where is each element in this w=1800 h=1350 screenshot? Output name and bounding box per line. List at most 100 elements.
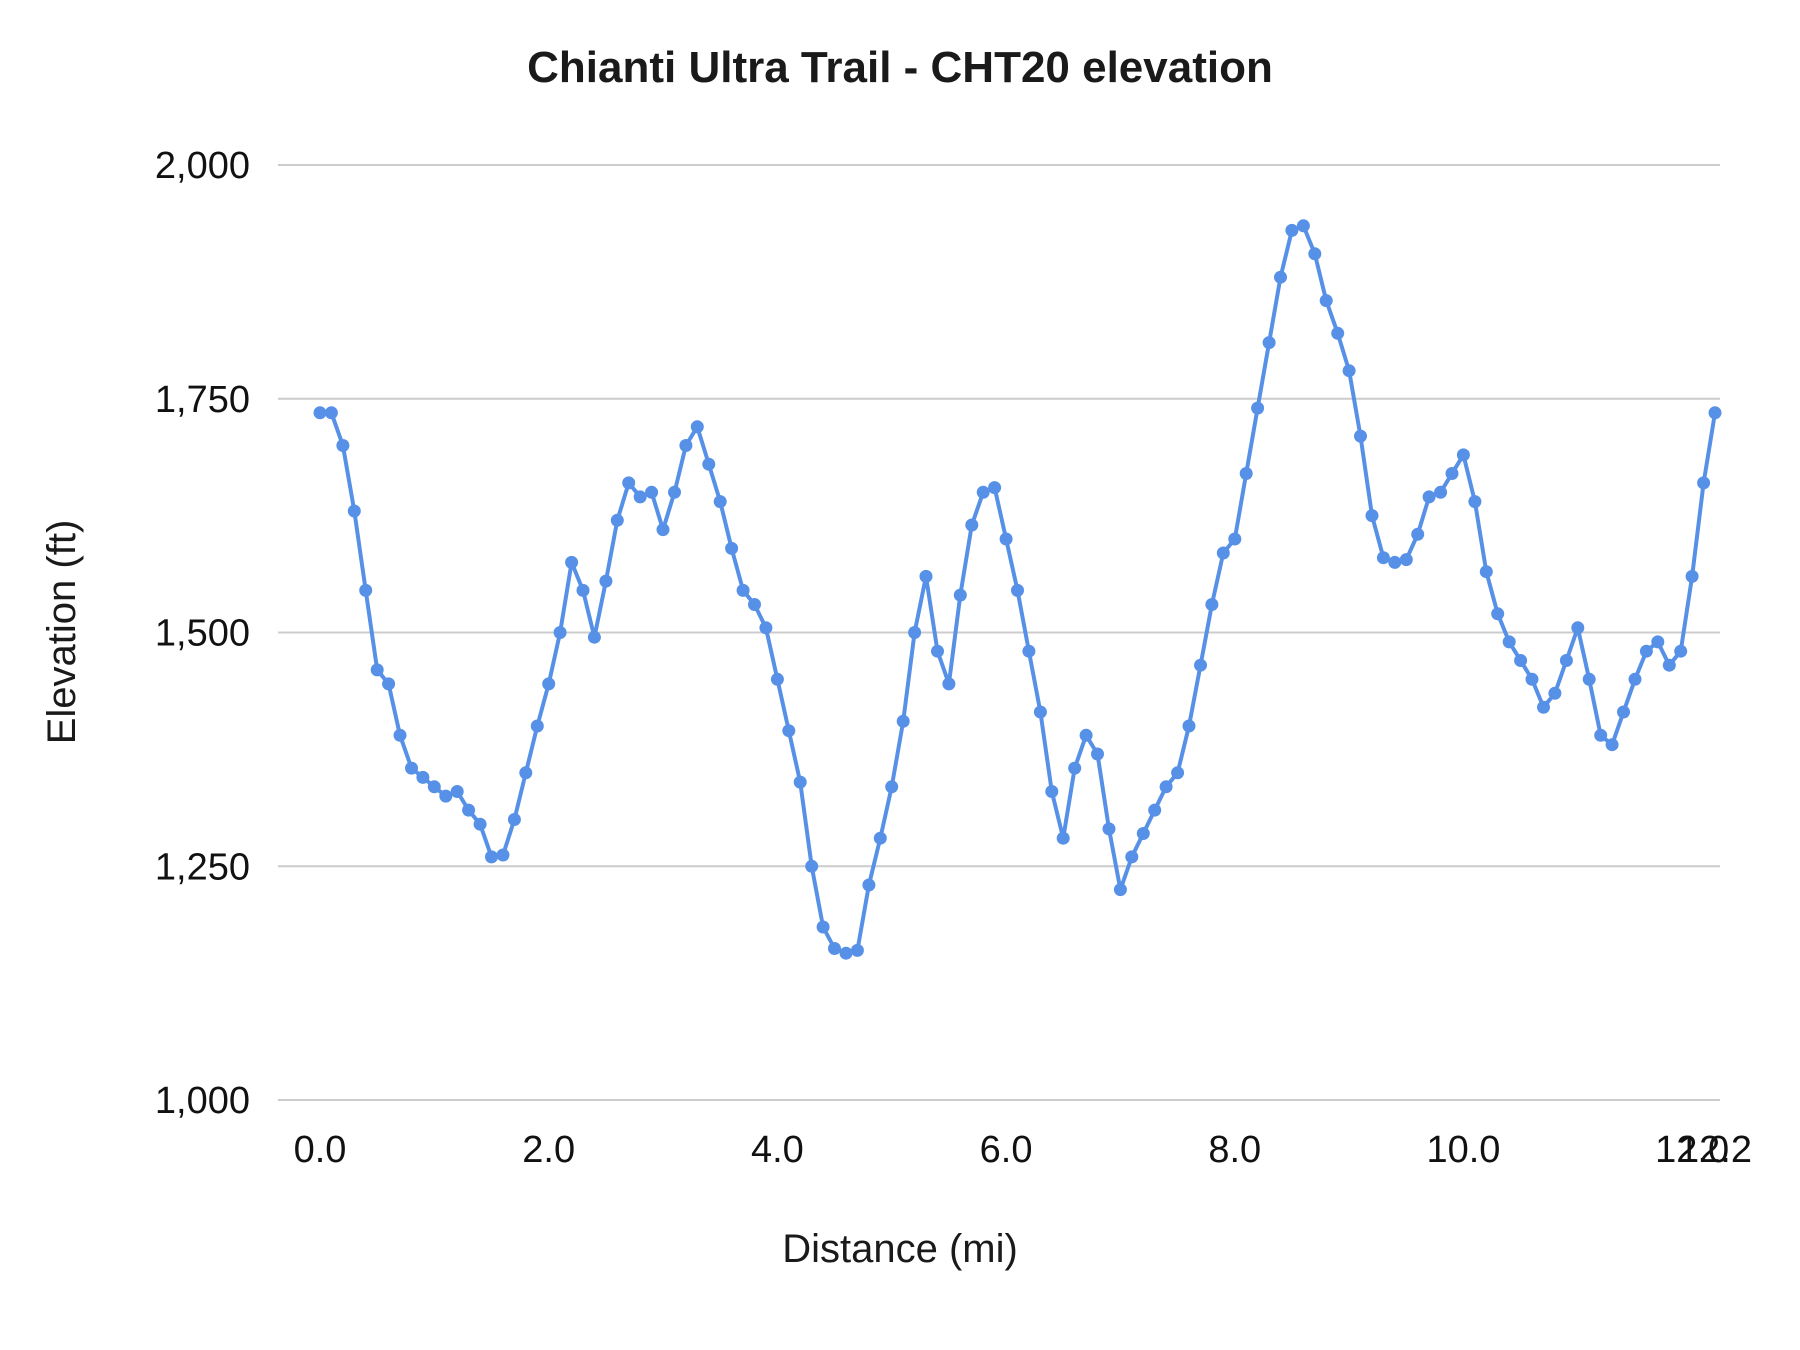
data-point [542, 677, 556, 691]
data-point [1605, 738, 1619, 752]
data-point [873, 831, 887, 845]
data-point [1125, 850, 1139, 864]
data-point [748, 598, 761, 611]
data-point [1479, 565, 1493, 579]
data-point [862, 878, 876, 892]
data-point [850, 943, 864, 957]
data-point [336, 439, 350, 452]
data-point [485, 850, 498, 864]
data-point [1537, 700, 1550, 714]
data-point [1422, 490, 1436, 504]
data-point [599, 574, 613, 588]
data-point [1068, 761, 1082, 775]
data-point [622, 476, 636, 490]
data-point [782, 724, 796, 738]
y-tick-label: 1,250 [155, 846, 250, 888]
data-point [359, 583, 373, 597]
data-point [313, 406, 327, 420]
data-point [999, 532, 1013, 546]
x-tick-label: 0.0 [294, 1129, 347, 1171]
data-point [1194, 658, 1207, 672]
data-point [1594, 728, 1608, 742]
data-point [1502, 635, 1516, 649]
data-point [885, 780, 899, 794]
data-point [1308, 247, 1322, 261]
data-point [805, 859, 819, 873]
data-point [656, 523, 670, 537]
data-point [1628, 672, 1642, 686]
data-point [1365, 509, 1379, 523]
data-point [965, 518, 979, 532]
data-point [427, 780, 441, 794]
data-point [953, 588, 967, 602]
data-point [496, 848, 510, 862]
data-point [908, 626, 922, 639]
data-point [1662, 658, 1676, 672]
y-axis-tick-labels: 1,000 1,250 1,500 1,750 2,000 [155, 145, 250, 1122]
data-point [1674, 644, 1688, 658]
data-point [1491, 607, 1505, 621]
data-point [1216, 546, 1230, 560]
data-point [1285, 223, 1299, 237]
gridlines [278, 164, 1720, 1101]
data-point [1525, 672, 1539, 686]
data-point [1639, 644, 1653, 658]
data-point [725, 541, 739, 555]
data-point [1262, 336, 1276, 350]
data-point [450, 785, 464, 798]
data-point [1571, 621, 1585, 635]
data-point [462, 803, 476, 817]
data-point [713, 495, 727, 509]
data-point [1056, 831, 1070, 845]
data-point [1617, 705, 1630, 719]
data-point [702, 457, 716, 471]
data-point [382, 677, 396, 691]
data-point [610, 513, 624, 527]
data-point [1033, 705, 1047, 719]
data-point [324, 406, 338, 420]
data-point [839, 946, 853, 960]
data-point [473, 817, 487, 831]
data-point [1171, 766, 1185, 780]
data-point [1399, 553, 1413, 567]
data-point [1582, 672, 1596, 686]
x-tick-label: 12.2 [1678, 1129, 1752, 1171]
data-point [1548, 686, 1562, 700]
data-point [1331, 326, 1345, 340]
data-point [645, 485, 659, 499]
data-point [439, 789, 453, 803]
x-tick-label: 10.0 [1426, 1129, 1500, 1171]
data-point [370, 663, 384, 677]
data-point [736, 583, 750, 597]
data-point [565, 555, 579, 569]
data-point [553, 626, 567, 639]
data-point [770, 672, 784, 686]
data-point [405, 761, 418, 775]
data-point [919, 569, 933, 583]
data-point [759, 621, 773, 635]
data-point [1376, 551, 1390, 565]
x-axis-title: Distance (mi) [782, 1227, 1018, 1271]
data-point [942, 677, 956, 691]
data-point [1045, 785, 1059, 798]
y-axis-title: Elevation (ft) [40, 520, 84, 745]
data-point [1274, 270, 1287, 284]
elevation-series [313, 219, 1722, 960]
data-point [530, 719, 544, 733]
x-axis-tick-labels: 0.0 2.0 4.0 6.0 8.0 10.0 12.012.2 [294, 1129, 1752, 1171]
data-point [1434, 485, 1448, 499]
data-point [1456, 448, 1470, 462]
y-tick-label: 1,750 [155, 379, 250, 421]
data-point [519, 766, 533, 780]
data-point [1319, 294, 1333, 308]
data-point [1354, 429, 1367, 443]
data-point [1136, 827, 1150, 840]
data-point [576, 583, 590, 597]
data-point [828, 942, 841, 955]
x-tick-label: 2.0 [522, 1129, 575, 1171]
data-point [976, 485, 990, 499]
data-points [313, 219, 1722, 960]
y-tick-label: 2,000 [155, 145, 250, 187]
